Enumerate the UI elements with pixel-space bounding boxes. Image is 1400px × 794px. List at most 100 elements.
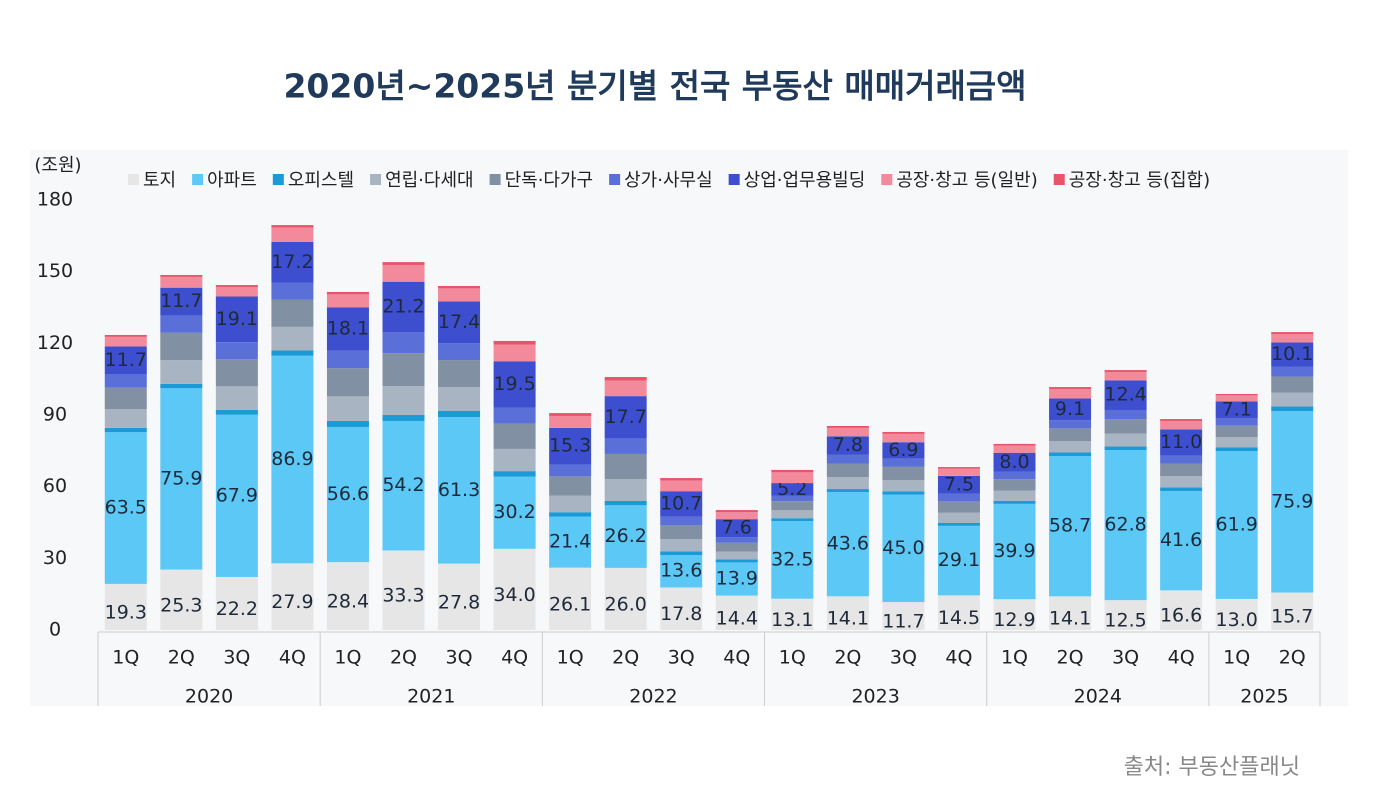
group-label: 2021 xyxy=(407,686,455,708)
data-label: 12.9 xyxy=(993,609,1035,631)
bar-segment xyxy=(215,296,258,343)
bar-segment xyxy=(715,562,758,596)
bar-segment xyxy=(549,567,592,630)
bar-segment xyxy=(1160,455,1203,464)
bar-segment xyxy=(1160,420,1203,430)
bar-segment xyxy=(1160,463,1203,477)
bar-segment xyxy=(604,501,647,506)
bar-segment xyxy=(382,353,425,387)
x-tick-label: 3Q xyxy=(223,647,250,669)
bar-segment xyxy=(271,227,314,242)
bar-segment xyxy=(715,519,758,538)
data-label: 63.5 xyxy=(105,497,147,519)
x-tick-label: 4Q xyxy=(945,647,972,669)
bar-segment xyxy=(1271,406,1314,412)
bar-segment xyxy=(1160,429,1203,456)
data-label: 10.1 xyxy=(1271,343,1313,365)
bar-segment xyxy=(660,478,703,481)
bar-segment xyxy=(215,285,258,287)
bar-segment xyxy=(493,476,536,549)
data-label: 17.2 xyxy=(271,251,313,273)
bar-segment xyxy=(104,346,147,375)
y-tick-label: 0 xyxy=(49,619,61,641)
bar-segment xyxy=(937,493,980,501)
bar-segment xyxy=(549,427,592,465)
bar-segment xyxy=(660,587,703,630)
bar-segment xyxy=(660,491,703,517)
x-tick-label: 2Q xyxy=(168,647,195,669)
x-tick-label: 3Q xyxy=(1112,647,1139,669)
bar-segment xyxy=(160,276,203,288)
y-tick-label: 120 xyxy=(37,332,73,354)
data-label: 7.6 xyxy=(722,517,752,539)
data-label: 11.0 xyxy=(1160,431,1202,453)
data-label: 56.6 xyxy=(327,483,369,505)
legend-label: 공장·창고 등(집합) xyxy=(1069,170,1210,191)
x-tick-label: 1Q xyxy=(779,647,806,669)
bar-segment xyxy=(715,551,758,560)
bar-segment xyxy=(438,360,481,388)
bar-segment xyxy=(1271,334,1314,343)
bar-segment xyxy=(382,264,425,282)
bar-segment xyxy=(771,483,814,496)
data-label: 58.7 xyxy=(1049,515,1091,537)
bar-segment xyxy=(438,301,481,344)
data-label: 13.0 xyxy=(1216,609,1258,631)
data-label: 13.6 xyxy=(660,560,702,582)
bar-segment xyxy=(1271,392,1314,407)
bar-segment xyxy=(993,503,1036,600)
data-label: 11.7 xyxy=(160,290,202,312)
bar-segment xyxy=(160,383,203,389)
x-tick-label: 2Q xyxy=(1057,647,1084,669)
y-tick-label: 30 xyxy=(43,547,67,569)
bar-segment xyxy=(382,415,425,421)
legend-swatch xyxy=(1053,174,1065,185)
data-label: 17.7 xyxy=(605,406,647,428)
data-label: 22.2 xyxy=(216,598,258,620)
legend-swatch xyxy=(272,174,284,185)
bar-segment xyxy=(715,537,758,543)
bar-segment xyxy=(826,427,869,437)
bar-segment xyxy=(215,576,258,630)
bar-segment xyxy=(715,595,758,630)
bar-segment xyxy=(1049,452,1092,457)
legend-label: 아파트 xyxy=(207,170,257,191)
bar-segment xyxy=(604,479,647,501)
bar-segment xyxy=(382,281,425,333)
bar-segment xyxy=(993,490,1036,501)
bar-segment xyxy=(1104,419,1147,434)
bar-segment xyxy=(271,241,314,283)
group-label: 2023 xyxy=(851,686,899,708)
bar-segment xyxy=(493,423,536,449)
bar-segment xyxy=(326,426,369,563)
bar-segment xyxy=(493,448,536,472)
data-label: 29.1 xyxy=(938,549,980,571)
data-label: 17.4 xyxy=(438,311,480,333)
bar-segment xyxy=(104,334,147,337)
bar-segment xyxy=(1104,380,1147,410)
x-tick-label: 1Q xyxy=(334,647,361,669)
y-axis-label: (조원) xyxy=(34,155,81,176)
bar-segment xyxy=(660,516,703,526)
bar-segment xyxy=(1104,450,1147,601)
bar-segment xyxy=(104,374,147,388)
legend-label: 토지 xyxy=(143,170,176,191)
bar-segment xyxy=(604,453,647,480)
legend-label: 오피스텔 xyxy=(288,170,354,191)
x-tick-label: 4Q xyxy=(279,647,306,669)
bar-segment xyxy=(1049,428,1092,442)
bar-segment xyxy=(1104,372,1147,381)
bar-segment xyxy=(993,599,1036,630)
bar-segment xyxy=(882,442,925,459)
bar-segment xyxy=(1215,451,1258,599)
bar-segment xyxy=(493,361,536,408)
bar-segment xyxy=(771,510,814,519)
bar-segment xyxy=(1215,418,1258,426)
bar-segment xyxy=(1104,600,1147,630)
bar-segment xyxy=(160,360,203,384)
bar-segment xyxy=(1049,420,1092,429)
legend-swatch xyxy=(728,174,740,185)
bar-segment xyxy=(104,387,147,410)
bar-segment xyxy=(826,477,869,490)
data-label: 15.7 xyxy=(1271,606,1313,628)
